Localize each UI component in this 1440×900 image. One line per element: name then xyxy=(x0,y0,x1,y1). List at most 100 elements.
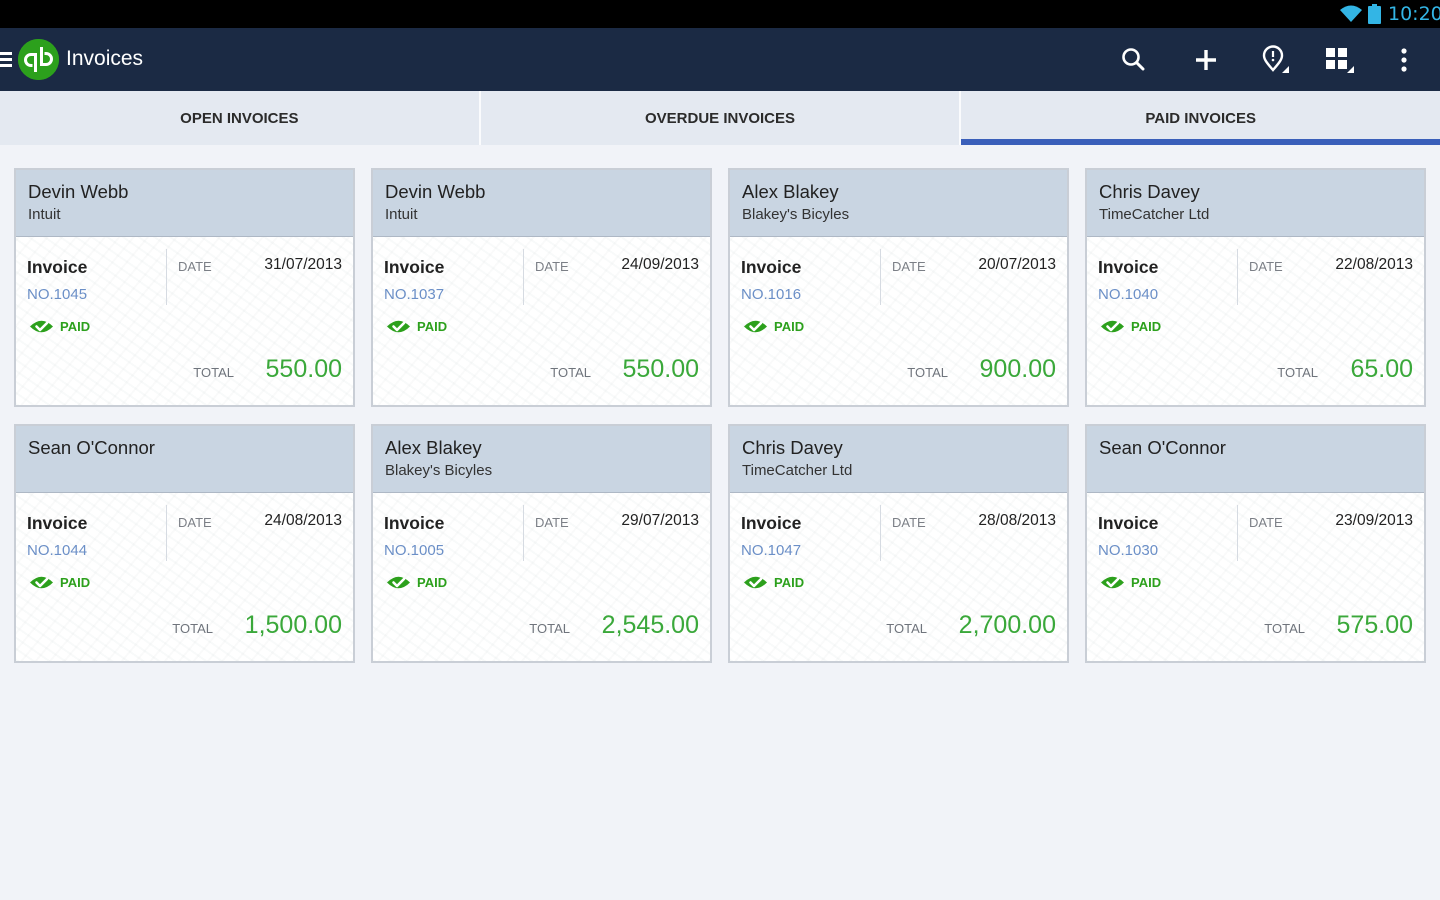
invoice-date: 23/09/2013 xyxy=(1335,512,1413,529)
divider xyxy=(166,249,167,305)
status-time: 10:20 xyxy=(1388,3,1440,25)
invoice-date: 31/07/2013 xyxy=(264,256,342,273)
tab-open-invoices[interactable]: OPEN INVOICES xyxy=(0,91,481,145)
card-header: Alex Blakey Blakey's Bicyles xyxy=(373,426,710,493)
search-icon[interactable] xyxy=(1116,42,1152,78)
card-header: Devin Webb Intuit xyxy=(373,170,710,237)
invoice-total: 2,545.00 xyxy=(601,611,699,639)
paid-status: PAID xyxy=(60,319,91,334)
selected-tab-indicator xyxy=(961,139,1440,145)
invoice-total: 1,500.00 xyxy=(244,611,342,639)
paid-badge: PAID xyxy=(1099,572,1161,593)
company-name: TimeCatcher Ltd xyxy=(1099,206,1210,223)
card-header: Sean O'Connor xyxy=(1087,426,1424,493)
company-name: Blakey's Bicyles xyxy=(385,462,493,479)
invoice-card[interactable]: Chris Davey TimeCatcher Ltd Invoice NO.1… xyxy=(1085,168,1426,407)
divider xyxy=(523,249,524,305)
check-icon xyxy=(30,320,53,333)
card-body: Invoice NO.1005 PAID DATE 29/07/2013 TOT… xyxy=(373,493,710,661)
grid-view-icon[interactable] xyxy=(1320,42,1356,78)
client-name: Sean O'Connor xyxy=(28,437,155,458)
invoice-grid: Devin Webb Intuit Invoice NO.1045 PAID D… xyxy=(14,168,1426,663)
menu-icon[interactable] xyxy=(0,52,12,67)
invoice-card[interactable]: Devin Webb Intuit Invoice NO.1045 PAID D… xyxy=(14,168,355,407)
action-bar: Invoices xyxy=(0,28,1440,91)
total-label: TOTAL xyxy=(172,621,213,636)
invoice-tabs: OPEN INVOICES OVERDUE INVOICES PAID INVO… xyxy=(0,91,1440,145)
invoice-total: 65.00 xyxy=(1350,355,1413,383)
add-icon[interactable] xyxy=(1188,42,1224,78)
card-body: Invoice NO.1037 PAID DATE 24/09/2013 TOT… xyxy=(373,237,710,405)
divider xyxy=(166,505,167,561)
invoice-date: 28/08/2013 xyxy=(978,512,1056,529)
invoice-card[interactable]: Alex Blakey Blakey's Bicyles Invoice NO.… xyxy=(728,168,1069,407)
client-name: Devin Webb xyxy=(28,181,129,202)
total-label: TOTAL xyxy=(550,365,591,380)
date-label: DATE xyxy=(178,515,212,530)
paid-badge: PAID xyxy=(742,316,804,337)
invoice-label: Invoice xyxy=(741,513,802,533)
divider xyxy=(880,505,881,561)
invoice-number: NO.1044 xyxy=(27,542,88,559)
paid-badge: PAID xyxy=(385,572,447,593)
company-name: Blakey's Bicyles xyxy=(742,206,850,223)
paid-status: PAID xyxy=(1131,575,1162,590)
invoice-number: NO.1016 xyxy=(741,286,802,303)
total-label: TOTAL xyxy=(193,365,234,380)
quickbooks-logo[interactable] xyxy=(18,39,59,80)
divider xyxy=(1237,505,1238,561)
card-body: Invoice NO.1044 PAID DATE 24/08/2013 TOT… xyxy=(16,493,353,661)
date-label: DATE xyxy=(178,259,212,274)
paid-status: PAID xyxy=(774,575,805,590)
wifi-icon xyxy=(1340,5,1362,22)
invoice-card[interactable]: Chris Davey TimeCatcher Ltd Invoice NO.1… xyxy=(728,424,1069,663)
client-name: Sean O'Connor xyxy=(1099,437,1226,458)
client-name: Alex Blakey xyxy=(742,181,839,202)
invoice-number: NO.1047 xyxy=(741,542,802,559)
card-body: Invoice NO.1045 PAID DATE 31/07/2013 TOT… xyxy=(16,237,353,405)
invoice-label: Invoice xyxy=(384,257,445,277)
check-icon xyxy=(744,576,767,589)
date-label: DATE xyxy=(892,515,926,530)
client-name: Alex Blakey xyxy=(385,437,482,458)
paid-badge: PAID xyxy=(28,316,90,337)
company-name: Intuit xyxy=(28,206,61,223)
invoice-date: 24/08/2013 xyxy=(264,512,342,529)
paid-badge: PAID xyxy=(1099,316,1161,337)
invoice-label: Invoice xyxy=(27,513,88,533)
client-name: Chris Davey xyxy=(1099,181,1200,202)
paid-status: PAID xyxy=(1131,319,1162,334)
invoice-number: NO.1037 xyxy=(384,286,445,303)
check-icon xyxy=(1101,576,1124,589)
total-label: TOTAL xyxy=(886,621,927,636)
invoice-card[interactable]: Alex Blakey Blakey's Bicyles Invoice NO.… xyxy=(371,424,712,663)
card-body: Invoice NO.1047 PAID DATE 28/08/2013 TOT… xyxy=(730,493,1067,661)
invoice-number: NO.1040 xyxy=(1098,286,1159,303)
invoice-number: NO.1005 xyxy=(384,542,445,559)
tab-label: OPEN INVOICES xyxy=(180,109,299,127)
tab-overdue-invoices[interactable]: OVERDUE INVOICES xyxy=(481,91,962,145)
check-icon xyxy=(1101,320,1124,333)
invoice-card[interactable]: Sean O'Connor Invoice NO.1044 PAID DATE … xyxy=(14,424,355,663)
invoice-total: 550.00 xyxy=(265,355,342,383)
invoice-date: 29/07/2013 xyxy=(621,512,699,529)
invoice-date: 24/09/2013 xyxy=(621,256,699,273)
app-title: Invoices xyxy=(66,47,144,70)
overflow-menu-icon[interactable] xyxy=(1386,42,1422,78)
invoice-number: NO.1030 xyxy=(1098,542,1159,559)
paid-status: PAID xyxy=(774,319,805,334)
invoice-label: Invoice xyxy=(27,257,88,277)
invoice-date: 22/08/2013 xyxy=(1335,256,1413,273)
invoice-card[interactable]: Devin Webb Intuit Invoice NO.1037 PAID D… xyxy=(371,168,712,407)
date-label: DATE xyxy=(1249,515,1283,530)
check-icon xyxy=(387,576,410,589)
divider xyxy=(880,249,881,305)
invoice-card[interactable]: Sean O'Connor Invoice NO.1030 PAID DATE … xyxy=(1085,424,1426,663)
location-alert-icon[interactable] xyxy=(1256,42,1292,78)
tab-paid-invoices[interactable]: PAID INVOICES xyxy=(961,91,1440,145)
invoice-total: 575.00 xyxy=(1336,611,1413,639)
paid-badge: PAID xyxy=(385,316,447,337)
date-label: DATE xyxy=(535,515,569,530)
paid-status: PAID xyxy=(417,575,448,590)
card-header: Devin Webb Intuit xyxy=(16,170,353,237)
